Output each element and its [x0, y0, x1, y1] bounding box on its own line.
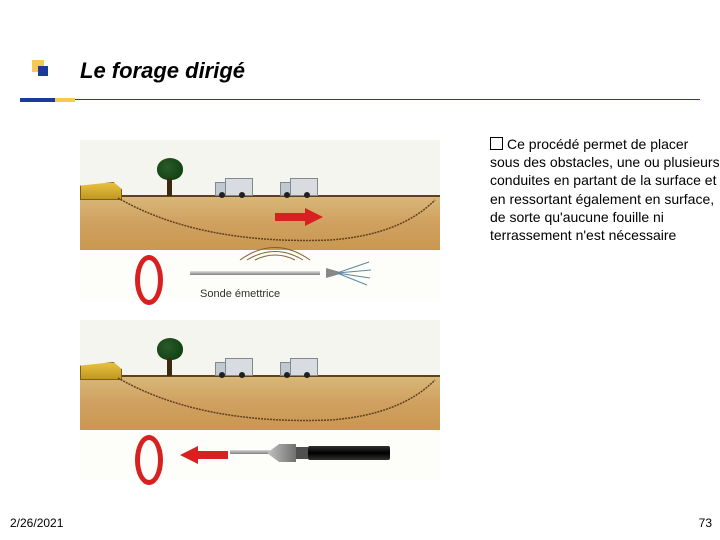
- slide: { "title": "Le forage dirigé", "body_tex…: [0, 0, 720, 540]
- arrow-left-icon: [180, 446, 230, 466]
- diagram-panel-pilot: Sonde émettrice: [80, 140, 440, 300]
- title-underline: [20, 94, 700, 99]
- slide-title: Le forage dirigé: [80, 58, 245, 84]
- diagram-panel-backream: [80, 320, 440, 480]
- footer-page-number: 73: [699, 516, 712, 530]
- spray-icon: [335, 258, 375, 288]
- arrow-right-icon: [275, 208, 325, 228]
- sonde-label: Sonde émettrice: [200, 288, 280, 300]
- sonde-ring-icon: [135, 255, 163, 305]
- body-paragraph: Ce procédé permet de placer sous des obs…: [490, 135, 720, 244]
- body-text: Ce procédé permet de placer sous des obs…: [490, 136, 720, 243]
- title-area: Le forage dirigé: [20, 60, 700, 110]
- reamer-pipe-icon: [230, 444, 390, 462]
- sonde-ring-icon: [135, 435, 163, 485]
- drilling-diagram: Sonde émettrice: [80, 140, 440, 480]
- signal-waves-icon: [235, 240, 315, 265]
- footer-date: 2/26/2021: [10, 516, 63, 530]
- title-bullet-icon: [32, 60, 48, 76]
- drill-head-icon: [190, 268, 340, 278]
- checkbox-bullet-icon: [490, 137, 503, 150]
